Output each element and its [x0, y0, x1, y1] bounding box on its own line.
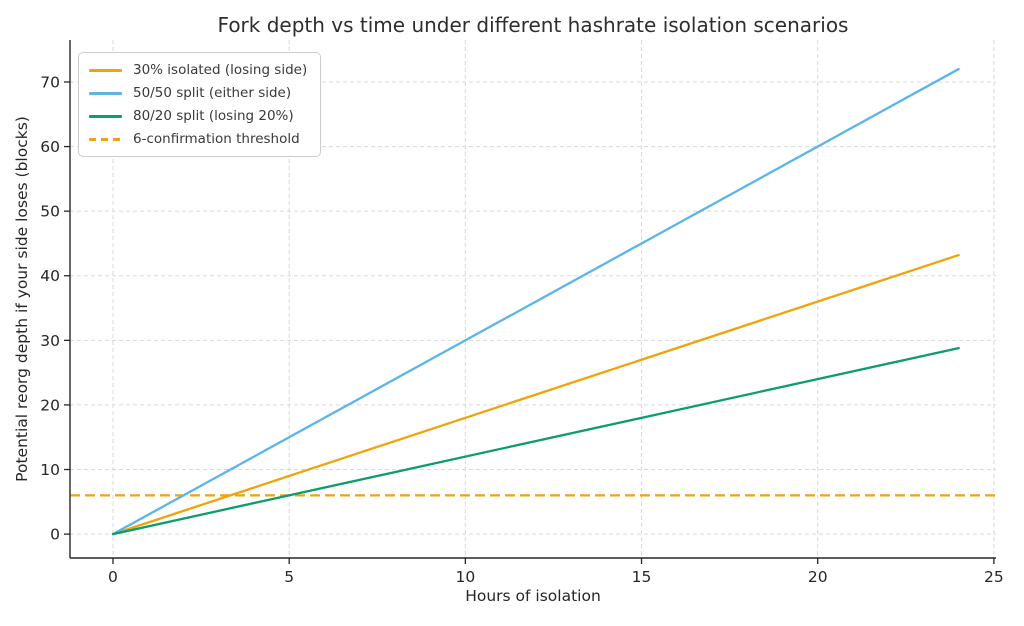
legend-item-threshold: 6-confirmation threshold: [89, 130, 307, 148]
legend-item-label: 6-confirmation threshold: [133, 131, 300, 147]
y-tick-label: 10: [40, 461, 60, 479]
legend: 30% isolated (losing side) 50/50 split (…: [78, 52, 322, 157]
x-tick-label: 15: [632, 568, 652, 586]
y-axis-label: Potential reorg depth if your side loses…: [13, 116, 31, 482]
y-tick-label: 40: [40, 267, 60, 285]
y-tick-label: 50: [40, 203, 60, 221]
series-line: [111, 253, 960, 536]
legend-item: 30% isolated (losing side): [89, 61, 307, 79]
legend-item-label: 30% isolated (losing side): [133, 62, 308, 78]
legend-dashed-swatch: [89, 137, 122, 141]
y-tick-label: 60: [40, 138, 60, 156]
x-tick-label: 0: [108, 568, 118, 586]
legend-line-swatch: [89, 114, 122, 118]
x-tick-label: 5: [284, 568, 294, 586]
chart-title: Fork depth vs time under different hashr…: [217, 13, 849, 37]
series-line: [111, 67, 960, 536]
y-tick-label: 20: [40, 396, 60, 414]
legend-line-swatch: [89, 91, 122, 95]
legend-item-label: 50/50 split (either side): [133, 85, 292, 101]
legend-item-label: 80/20 split (losing 20%): [133, 108, 294, 124]
x-tick-label: 10: [455, 568, 475, 586]
y-tick-label: 30: [40, 332, 60, 350]
x-axis-label: Hours of isolation: [465, 587, 601, 605]
x-tick-label: 25: [984, 568, 1004, 586]
series-line: [111, 346, 960, 536]
legend-item: 50/50 split (either side): [89, 84, 307, 102]
x-tick-label: 20: [808, 568, 828, 586]
y-tick-label: 70: [40, 73, 60, 91]
y-tick-label: 0: [50, 526, 60, 544]
legend-item: 80/20 split (losing 20%): [89, 107, 307, 125]
legend-line-swatch: [89, 68, 122, 72]
